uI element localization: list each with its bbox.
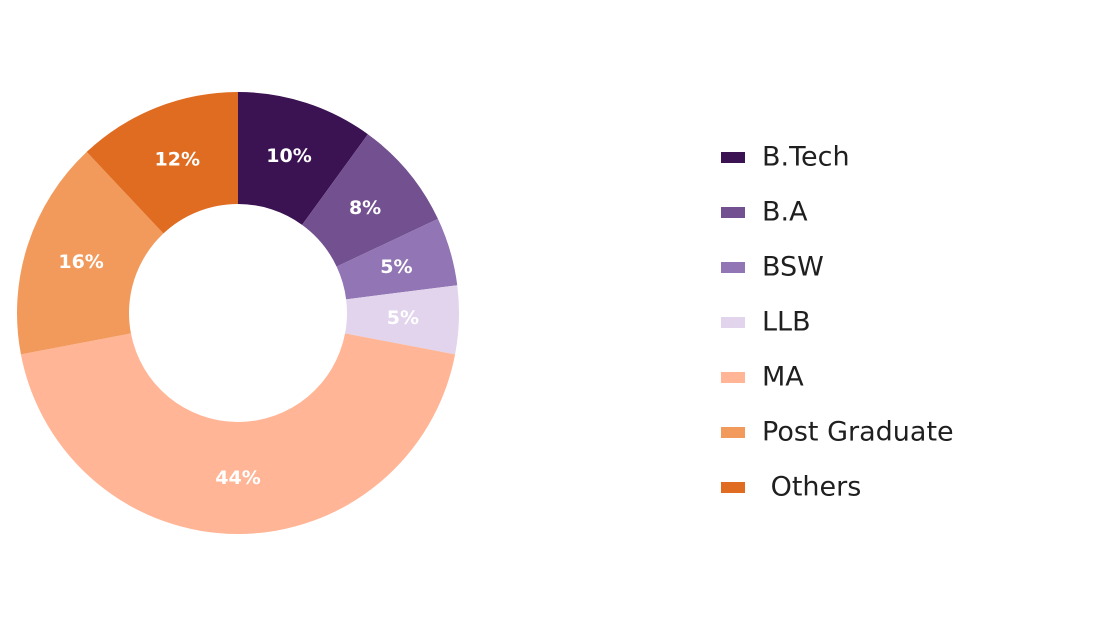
legend-label-llb: LLB <box>762 307 811 338</box>
slices-layer <box>16 92 459 535</box>
legend-label-others: Others <box>762 472 861 503</box>
slice-label-bsw: 5% <box>380 256 412 278</box>
legend-label-b-a: B.A <box>762 197 808 228</box>
legend-swatch-post-graduate <box>721 427 745 438</box>
legend: B.Tech B.A BSW LLB MA Post Graduate Others <box>721 142 954 503</box>
legend-swatch-others <box>721 482 745 493</box>
legend-label-b-tech: B.Tech <box>762 142 850 173</box>
legend-swatch-llb <box>721 317 745 328</box>
slice-label-b-tech: 10% <box>266 145 311 167</box>
slice-b-tech <box>238 92 368 225</box>
legend-item-b-tech: B.Tech <box>721 142 850 173</box>
legend-swatch-b-a <box>721 207 745 218</box>
legend-label-ma: MA <box>762 362 804 393</box>
slice-others <box>86 92 238 234</box>
slice-label-others: 12% <box>155 149 200 171</box>
legend-label-bsw: BSW <box>762 252 824 283</box>
slice-labels-layer: 10% 8% 5% 5% 44% 16% 12% <box>58 145 419 489</box>
legend-item-b-a: B.A <box>721 197 808 228</box>
legend-item-post-graduate: Post Graduate <box>721 417 954 448</box>
legend-item-others: Others <box>721 472 861 503</box>
slice-post-graduate <box>16 151 164 355</box>
legend-item-bsw: BSW <box>721 252 824 283</box>
legend-item-llb: LLB <box>721 307 811 338</box>
slice-label-ma: 44% <box>215 467 260 489</box>
slice-llb <box>345 285 459 355</box>
legend-swatch-b-tech <box>721 152 745 163</box>
slice-label-post-graduate: 16% <box>58 251 103 273</box>
legend-swatch-bsw <box>721 262 745 273</box>
slice-ma <box>20 333 456 535</box>
slice-b-a <box>302 134 438 267</box>
slice-label-llb: 5% <box>387 307 419 329</box>
legend-label-post-graduate: Post Graduate <box>762 417 954 448</box>
slice-label-b-a: 8% <box>349 197 381 219</box>
legend-swatch-ma <box>721 372 745 383</box>
slice-bsw <box>336 218 458 300</box>
legend-item-ma: MA <box>721 362 804 393</box>
